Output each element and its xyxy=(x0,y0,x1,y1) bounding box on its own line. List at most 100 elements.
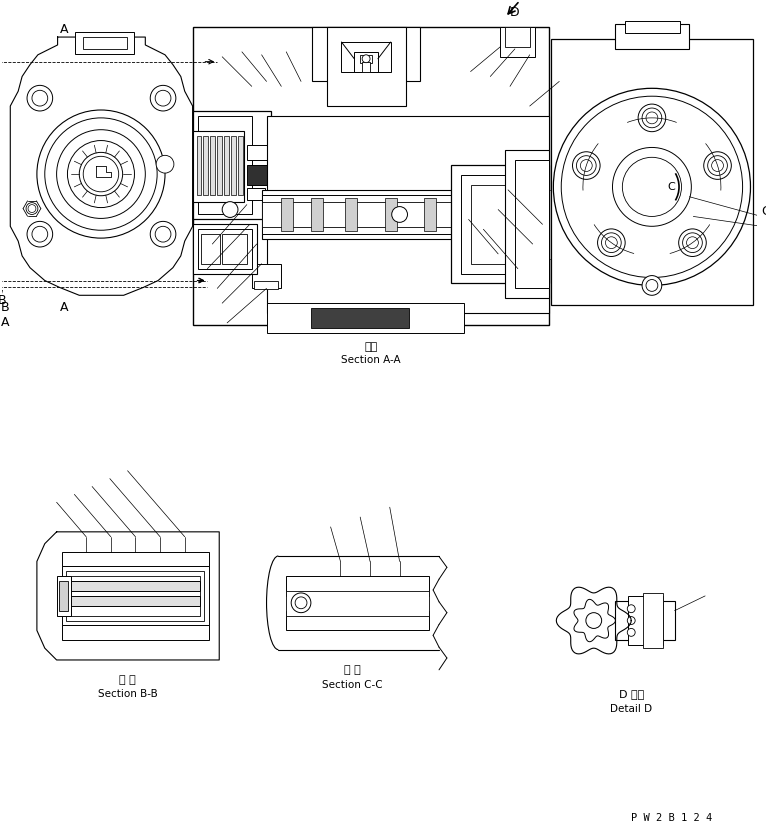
Circle shape xyxy=(561,96,742,278)
Bar xyxy=(281,198,293,231)
Circle shape xyxy=(646,279,658,291)
Circle shape xyxy=(572,152,600,179)
Bar xyxy=(201,234,220,264)
Bar xyxy=(192,28,549,325)
Bar xyxy=(628,596,663,646)
Circle shape xyxy=(67,141,135,208)
Circle shape xyxy=(627,605,635,613)
Bar xyxy=(247,145,267,160)
Circle shape xyxy=(686,237,699,249)
Circle shape xyxy=(291,593,311,613)
Circle shape xyxy=(581,159,592,172)
Bar xyxy=(362,62,370,72)
Bar xyxy=(58,581,68,610)
Bar xyxy=(360,55,372,63)
Bar xyxy=(254,282,278,289)
Text: A: A xyxy=(1,316,10,329)
Bar xyxy=(197,136,201,195)
Bar xyxy=(192,131,244,202)
Circle shape xyxy=(79,153,123,196)
Bar xyxy=(625,22,679,33)
Text: B: B xyxy=(0,294,7,307)
Bar xyxy=(222,234,247,264)
Bar xyxy=(542,190,545,259)
Bar xyxy=(549,190,552,259)
Circle shape xyxy=(704,152,732,179)
Polygon shape xyxy=(508,4,515,14)
Text: A: A xyxy=(61,300,69,314)
Circle shape xyxy=(27,85,53,111)
Bar xyxy=(247,188,264,199)
Bar xyxy=(61,566,209,626)
Text: 断面: 断面 xyxy=(365,342,378,352)
Circle shape xyxy=(37,110,165,239)
Text: B: B xyxy=(1,300,10,314)
Circle shape xyxy=(391,207,408,223)
Bar xyxy=(71,581,199,591)
Bar xyxy=(204,136,208,195)
Bar xyxy=(460,175,539,274)
Circle shape xyxy=(26,203,38,214)
Circle shape xyxy=(156,155,174,173)
Circle shape xyxy=(622,158,682,217)
Bar xyxy=(267,116,549,313)
Text: Section C-C: Section C-C xyxy=(322,680,382,690)
Text: D 詳細: D 詳細 xyxy=(619,690,644,700)
Bar xyxy=(262,190,515,239)
Circle shape xyxy=(295,597,307,609)
Bar xyxy=(198,116,252,214)
Bar xyxy=(211,136,215,195)
Circle shape xyxy=(155,90,171,106)
Bar xyxy=(538,190,541,259)
Bar xyxy=(75,33,135,54)
Bar xyxy=(262,202,515,228)
Bar xyxy=(218,136,222,195)
Bar xyxy=(67,571,205,620)
Circle shape xyxy=(155,226,171,242)
Circle shape xyxy=(642,108,662,128)
Circle shape xyxy=(683,233,702,253)
Text: Section A-A: Section A-A xyxy=(341,355,401,365)
Circle shape xyxy=(57,130,146,219)
Bar xyxy=(552,39,754,305)
Bar xyxy=(224,136,229,195)
Bar xyxy=(515,160,549,289)
Bar xyxy=(615,24,689,49)
Bar xyxy=(424,198,436,231)
Bar xyxy=(83,37,126,49)
Bar xyxy=(545,190,548,259)
Bar xyxy=(311,308,410,328)
Bar xyxy=(198,229,252,269)
Bar xyxy=(192,111,271,219)
Text: Detail D: Detail D xyxy=(611,704,653,714)
Bar xyxy=(354,52,378,72)
Bar xyxy=(286,576,429,596)
Bar xyxy=(192,224,257,274)
Bar xyxy=(534,190,537,259)
Bar xyxy=(463,198,476,231)
Text: P W 2 B 1 2 4: P W 2 B 1 2 4 xyxy=(630,812,712,822)
Bar xyxy=(522,190,525,259)
Circle shape xyxy=(553,88,751,285)
Text: Section B-B: Section B-B xyxy=(98,690,158,700)
Bar xyxy=(345,198,357,231)
Circle shape xyxy=(646,112,658,123)
Bar xyxy=(61,551,209,566)
Bar xyxy=(505,150,549,299)
Bar xyxy=(530,190,532,259)
Circle shape xyxy=(708,156,728,175)
Circle shape xyxy=(150,221,176,247)
Bar xyxy=(61,626,209,641)
Bar xyxy=(385,198,397,231)
Bar xyxy=(311,198,322,231)
Bar xyxy=(470,185,530,264)
Circle shape xyxy=(627,629,635,636)
Bar xyxy=(312,28,421,82)
Circle shape xyxy=(613,148,692,226)
Bar xyxy=(262,195,515,234)
Bar xyxy=(326,28,405,106)
Bar xyxy=(643,593,663,648)
Bar xyxy=(71,576,199,615)
Circle shape xyxy=(362,55,370,63)
Circle shape xyxy=(586,613,601,629)
